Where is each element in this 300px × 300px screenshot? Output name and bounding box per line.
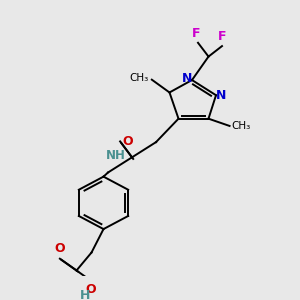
Text: O: O xyxy=(85,283,96,296)
Text: F: F xyxy=(192,27,201,40)
Text: CH₃: CH₃ xyxy=(130,73,149,83)
Text: H: H xyxy=(80,289,91,300)
Text: O: O xyxy=(55,242,65,255)
Text: NH: NH xyxy=(106,148,125,162)
Text: N: N xyxy=(216,89,226,102)
Text: O: O xyxy=(122,135,133,148)
Text: F: F xyxy=(218,30,226,43)
Text: N: N xyxy=(182,72,192,85)
Text: CH₃: CH₃ xyxy=(231,121,250,131)
